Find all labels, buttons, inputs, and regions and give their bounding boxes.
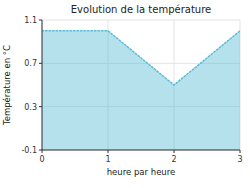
- axes: -0.1 0.3 0.7 1.1 0 1 2 3: [21, 16, 242, 164]
- x-axis-line: [42, 150, 240, 151]
- data-group: [42, 31, 240, 150]
- y-tick-label: -0.1: [21, 146, 37, 155]
- grid-line-y: [42, 150, 240, 151]
- y-tick-label: 1.1: [24, 16, 37, 25]
- y-tick-label: 0.7: [24, 59, 37, 68]
- y-axis-label: Température en °C: [2, 45, 12, 126]
- x-tick: [42, 150, 43, 153]
- chart-container: -0.1 0.3 0.7 1.1 0 1 2 3 Evolution de la tempéra…: [0, 0, 250, 188]
- y-tick: [39, 63, 42, 64]
- area: [42, 31, 240, 150]
- y-axis-line: [42, 20, 43, 150]
- grid: [42, 20, 240, 150]
- chart-svg: -0.1 0.3 0.7 1.1 0 1 2 3 Evolution de la tempéra…: [0, 0, 250, 188]
- line: [42, 31, 240, 85]
- x-tick-label: 2: [171, 155, 176, 164]
- x-tick-label: 1: [105, 155, 110, 164]
- x-tick: [240, 150, 241, 153]
- y-tick: [39, 20, 42, 21]
- x-axis-label: heure par heure: [107, 167, 176, 177]
- y-tick: [39, 106, 42, 107]
- x-tick: [108, 150, 109, 153]
- x-tick-label: 3: [237, 155, 242, 164]
- grid-line-y: [42, 20, 240, 21]
- grid-line-x: [42, 20, 43, 150]
- y-tick-label: 0.3: [24, 103, 37, 112]
- x-tick: [174, 150, 175, 153]
- x-tick-label: 0: [39, 155, 44, 164]
- title: Evolution de la température: [71, 4, 211, 15]
